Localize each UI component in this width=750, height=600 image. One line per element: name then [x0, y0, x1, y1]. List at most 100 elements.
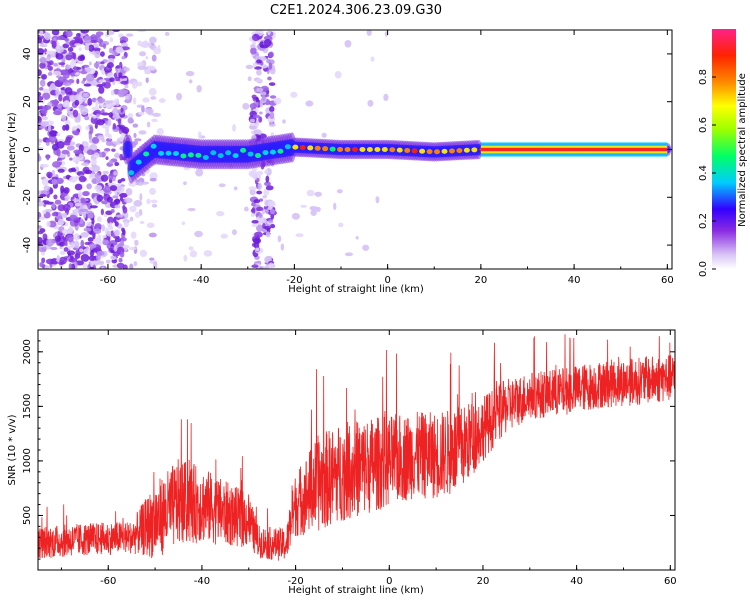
noise-speckle: [149, 187, 156, 195]
noise-speckle: [144, 69, 151, 75]
noise-speckle: [268, 219, 274, 223]
noise-speckle: [118, 72, 123, 77]
noise-speckle: [256, 190, 263, 195]
noise-speckle: [62, 82, 72, 86]
noise-speckle: [106, 72, 114, 79]
noise-speckle: [79, 218, 84, 225]
noise-speckle: [39, 216, 47, 220]
noise-speckle: [47, 65, 54, 71]
noise-speckle: [39, 163, 49, 168]
figure-title: C2E1.2024.306.23.09.G30: [270, 3, 442, 18]
noise-speckle: [90, 40, 98, 44]
noise-speckle: [134, 138, 142, 142]
noise-speckle: [63, 247, 69, 252]
noise-speckle: [133, 200, 143, 207]
noise-speckle: [63, 187, 70, 194]
ridge-core: [187, 152, 194, 158]
noise-speckle: [146, 121, 151, 128]
noise-speckle: [259, 91, 267, 96]
colorbar-tick-label: 0.2: [698, 213, 709, 229]
noise-speckle: [61, 212, 68, 218]
spectrogram-panel: -60 -40 -20 0 20 40 60 -40 -20 0 20 40 Height of s…: [7, 29, 674, 295]
noise-speckle: [148, 232, 157, 238]
noise-speckle: [126, 33, 134, 37]
noise-speckle: [119, 89, 129, 94]
noise-speckle: [111, 148, 116, 152]
noise-speckle: [86, 183, 92, 190]
noise-speckle: [45, 50, 54, 55]
noise-speckle: [145, 56, 149, 60]
noise-speckle: [129, 216, 134, 222]
noise-speckle: [268, 122, 276, 127]
snr-y-ticks: 500 1000 1500 2000: [22, 329, 675, 571]
noise-speckle: [85, 73, 95, 82]
noise-speckle: [133, 132, 137, 139]
noise-speckle: [291, 212, 301, 220]
noise-speckle: [156, 128, 164, 136]
y-tick-label: 0: [22, 146, 33, 152]
noise-speckle: [123, 67, 130, 72]
noise-speckle: [258, 213, 263, 219]
noise-speckle: [249, 102, 258, 109]
ridge-core: [322, 146, 329, 152]
noise-speckle: [149, 177, 157, 182]
noise-speckle: [82, 92, 90, 98]
noise-speckle: [129, 263, 134, 269]
noise-speckle: [100, 174, 109, 182]
noise-speckle: [78, 175, 87, 183]
noise-speckle: [69, 141, 76, 146]
noise-speckle: [113, 72, 118, 78]
noise-speckle: [137, 181, 144, 186]
noise-speckle: [94, 184, 103, 191]
noise-speckle: [104, 33, 110, 38]
noise-speckle: [383, 93, 389, 102]
noise-speckle: [82, 77, 87, 82]
noise-speckle: [91, 136, 100, 144]
noise-speckle: [120, 80, 129, 85]
noise-speckle: [109, 37, 114, 43]
ridge-band-red: [480, 147, 668, 152]
x-tick-label: 40: [568, 275, 581, 286]
noise-speckle: [73, 240, 80, 249]
ridge-core: [128, 170, 135, 176]
noise-speckle: [112, 141, 121, 145]
noise-speckle: [87, 237, 94, 242]
noise-speckle: [70, 60, 77, 68]
noise-speckle: [300, 204, 307, 208]
snr-panel: -60 -40 -20 0 20 40 60 500 1000 1500 2000 Height …: [7, 329, 677, 596]
noise-speckle: [188, 79, 193, 84]
noise-speckle: [152, 112, 161, 117]
noise-speckle: [268, 82, 276, 86]
noise-speckle: [133, 261, 138, 267]
noise-speckle: [89, 266, 95, 269]
noise-speckle: [96, 254, 101, 262]
noise-speckle: [38, 91, 42, 97]
noise-speckle: [151, 118, 158, 123]
noise-speckle: [101, 125, 110, 129]
noise-speckle: [69, 176, 78, 183]
noise-speckle: [52, 70, 62, 76]
x-tick-label: 20: [477, 576, 490, 587]
noise-speckle: [176, 92, 182, 101]
noise-speckle: [65, 54, 73, 61]
noise-speckle: [60, 185, 65, 194]
ridge-core: [180, 153, 187, 159]
noise-speckle: [85, 125, 90, 131]
noise-speckle: [280, 243, 285, 251]
noise-speckle: [254, 231, 263, 238]
noise-speckle: [139, 193, 143, 201]
snr-line-layer: [38, 334, 675, 561]
colorbar-gradient: [712, 29, 736, 269]
noise-speckle: [232, 124, 236, 132]
noise-speckle: [149, 36, 157, 44]
noise-speckle: [250, 44, 256, 49]
ridge-core: [381, 147, 388, 152]
noise-speckle: [80, 239, 85, 248]
noise-speckle: [338, 222, 344, 228]
noise-speckle: [44, 208, 53, 213]
noise-speckle: [105, 126, 110, 135]
noise-speckle: [62, 203, 71, 212]
noise-speckle: [72, 156, 81, 163]
noise-speckle: [64, 241, 68, 247]
noise-speckle: [189, 250, 198, 258]
